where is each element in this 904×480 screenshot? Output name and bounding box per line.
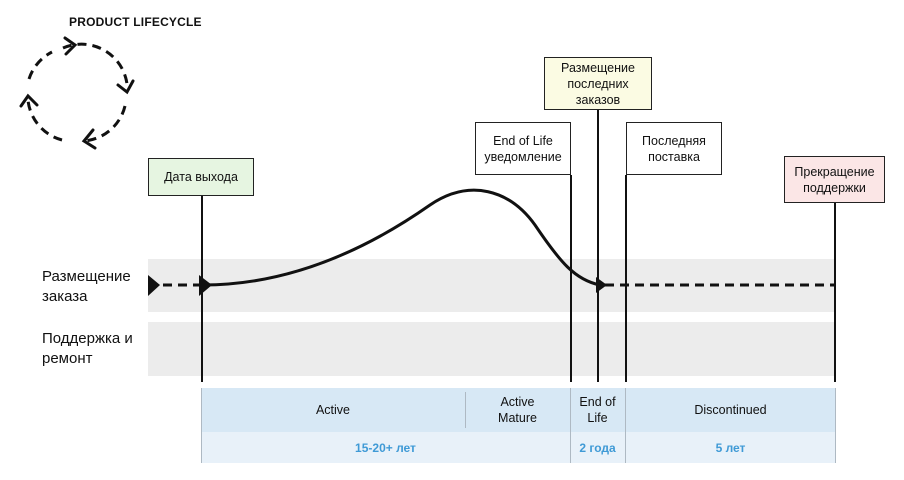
page-title: PRODUCT LIFECYCLE (69, 15, 202, 29)
phase-divider (570, 388, 571, 463)
end-support-line (834, 203, 836, 382)
phase-divider (625, 388, 626, 463)
phase-end-of-life: End of Life (570, 388, 625, 432)
milestone-end-support: Прекращение поддержки (784, 156, 885, 203)
duration-active: 15-20+ лет (201, 432, 570, 463)
milestone-last-delivery: Последняя поставка (626, 122, 722, 175)
milestone-eol-notice: End of Life уведомление (475, 122, 571, 175)
phase-table: Active Active Mature End of Life Discont… (201, 388, 836, 463)
phase-active: Active (201, 388, 465, 432)
milestone-last-orders: Размещение последних заказов (544, 57, 652, 110)
milestone-release: Дата выхода (148, 158, 254, 196)
order-band (148, 259, 836, 312)
row-label-order: Размещение заказа (42, 268, 131, 305)
duration-discontinued: 5 лет (625, 432, 836, 463)
phase-divider (465, 392, 466, 428)
duration-end-of-life: 2 года (570, 432, 625, 463)
phase-discontinued: Discontinued (625, 388, 836, 432)
support-band (148, 322, 836, 376)
eol-notice-line (570, 175, 572, 382)
table-right-border (835, 388, 836, 463)
phase-active-mature: Active Mature (465, 388, 570, 432)
table-left-border (201, 388, 202, 463)
row-label-support: Поддержка и ремонт (42, 330, 133, 367)
last-orders-line (597, 110, 599, 382)
last-delivery-line (625, 175, 627, 382)
